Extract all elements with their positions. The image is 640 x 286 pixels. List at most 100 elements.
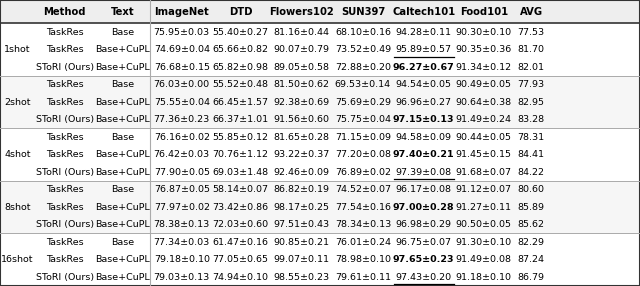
Text: 89.05±0.58: 89.05±0.58 (273, 63, 329, 72)
Text: 81.50±0.62: 81.50±0.62 (273, 80, 329, 89)
Text: 93.22±0.37: 93.22±0.37 (273, 150, 329, 159)
Text: Base: Base (111, 133, 134, 142)
Text: 91.49±0.24: 91.49±0.24 (456, 115, 512, 124)
Text: Base+CuPL: Base+CuPL (95, 45, 150, 54)
Text: 66.45±1.57: 66.45±1.57 (212, 98, 269, 107)
Text: 90.85±0.21: 90.85±0.21 (273, 238, 329, 247)
Text: 84.41: 84.41 (518, 150, 545, 159)
Text: 97.00±0.28: 97.00±0.28 (393, 203, 454, 212)
Text: 68.10±0.16: 68.10±0.16 (335, 28, 391, 37)
Text: 91.12±0.07: 91.12±0.07 (456, 185, 512, 194)
Text: 77.54±0.16: 77.54±0.16 (335, 203, 391, 212)
Text: 79.03±0.13: 79.03±0.13 (154, 273, 210, 282)
Text: 82.29: 82.29 (518, 238, 545, 247)
Text: 76.03±0.00: 76.03±0.00 (154, 80, 210, 89)
Text: 99.07±0.11: 99.07±0.11 (273, 255, 329, 264)
Text: TaskRes: TaskRes (46, 238, 83, 247)
Text: Base: Base (111, 238, 134, 247)
Text: 66.37±1.01: 66.37±1.01 (212, 115, 269, 124)
Text: 97.43±0.20: 97.43±0.20 (396, 273, 452, 282)
Text: 69.53±0.14: 69.53±0.14 (335, 80, 391, 89)
Text: 82.95: 82.95 (518, 98, 545, 107)
Text: 74.69±0.04: 74.69±0.04 (154, 45, 210, 54)
Text: 94.54±0.05: 94.54±0.05 (396, 80, 452, 89)
Text: 90.44±0.05: 90.44±0.05 (456, 133, 512, 142)
Text: 92.46±0.09: 92.46±0.09 (273, 168, 329, 177)
Text: 95.89±0.57: 95.89±0.57 (396, 45, 452, 54)
Text: 76.16±0.02: 76.16±0.02 (154, 133, 210, 142)
Text: Base+CuPL: Base+CuPL (95, 115, 150, 124)
Text: 16shot: 16shot (1, 255, 34, 264)
Text: 82.01: 82.01 (518, 63, 545, 72)
Text: 90.50±0.05: 90.50±0.05 (456, 220, 512, 229)
Text: 77.90±0.05: 77.90±0.05 (154, 168, 210, 177)
Text: SUN397: SUN397 (340, 7, 385, 17)
Text: 84.22: 84.22 (518, 168, 545, 177)
Text: Food101: Food101 (460, 7, 508, 17)
Text: 72.03±0.60: 72.03±0.60 (212, 220, 269, 229)
Text: 94.58±0.09: 94.58±0.09 (396, 133, 452, 142)
Text: Text: Text (111, 7, 134, 17)
Text: 81.70: 81.70 (518, 45, 545, 54)
Text: 77.36±0.23: 77.36±0.23 (154, 115, 210, 124)
Text: 96.27±0.67: 96.27±0.67 (393, 63, 454, 72)
Text: 90.35±0.36: 90.35±0.36 (456, 45, 512, 54)
Text: 78.34±0.13: 78.34±0.13 (335, 220, 391, 229)
Text: Base+CuPL: Base+CuPL (95, 168, 150, 177)
Text: TaskRes: TaskRes (46, 203, 83, 212)
Text: 73.52±0.49: 73.52±0.49 (335, 45, 391, 54)
Text: 96.17±0.08: 96.17±0.08 (396, 185, 452, 194)
Text: 72.88±0.20: 72.88±0.20 (335, 63, 391, 72)
Text: TaskRes: TaskRes (46, 133, 83, 142)
Text: Base+CuPL: Base+CuPL (95, 98, 150, 107)
Text: 61.47±0.16: 61.47±0.16 (212, 238, 269, 247)
Text: 97.15±0.13: 97.15±0.13 (393, 115, 454, 124)
Text: 96.75±0.07: 96.75±0.07 (396, 238, 452, 247)
Text: 97.65±0.23: 97.65±0.23 (393, 255, 454, 264)
Text: 79.61±0.11: 79.61±0.11 (335, 273, 391, 282)
Text: 77.20±0.08: 77.20±0.08 (335, 150, 391, 159)
Text: 96.96±0.27: 96.96±0.27 (396, 98, 452, 107)
Text: Base+CuPL: Base+CuPL (95, 220, 150, 229)
Bar (0, 128, 640, 181)
Bar (0, 23, 640, 76)
Text: ImageNet: ImageNet (154, 7, 209, 17)
Text: 75.69±0.29: 75.69±0.29 (335, 98, 391, 107)
Text: 75.75±0.04: 75.75±0.04 (335, 115, 391, 124)
Text: 81.16±0.44: 81.16±0.44 (273, 28, 329, 37)
Bar (0, 181, 640, 233)
Text: Base+CuPL: Base+CuPL (95, 63, 150, 72)
Text: TaskRes: TaskRes (46, 98, 83, 107)
Text: 91.34±0.12: 91.34±0.12 (456, 63, 512, 72)
Text: SToRI (Ours): SToRI (Ours) (36, 63, 93, 72)
Text: Base: Base (111, 80, 134, 89)
Text: 65.82±0.98: 65.82±0.98 (212, 63, 269, 72)
Text: 81.65±0.28: 81.65±0.28 (273, 133, 329, 142)
Text: Base: Base (111, 28, 134, 37)
Text: 79.18±0.10: 79.18±0.10 (154, 255, 210, 264)
Text: Base: Base (111, 185, 134, 194)
Text: 91.27±0.11: 91.27±0.11 (456, 203, 512, 212)
Text: TaskRes: TaskRes (46, 28, 83, 37)
Bar (0, 76, 640, 128)
Text: 73.42±0.86: 73.42±0.86 (212, 203, 269, 212)
Text: TaskRes: TaskRes (46, 255, 83, 264)
Text: TaskRes: TaskRes (46, 185, 83, 194)
Text: 78.98±0.10: 78.98±0.10 (335, 255, 391, 264)
Text: SToRI (Ours): SToRI (Ours) (36, 115, 93, 124)
Text: 2shot: 2shot (4, 98, 31, 107)
Text: 92.38±0.69: 92.38±0.69 (273, 98, 329, 107)
Text: 86.79: 86.79 (518, 273, 545, 282)
Text: 91.18±0.10: 91.18±0.10 (456, 273, 512, 282)
Text: 80.60: 80.60 (518, 185, 545, 194)
Text: 96.98±0.29: 96.98±0.29 (396, 220, 452, 229)
Text: TaskRes: TaskRes (46, 80, 83, 89)
Text: 77.97±0.02: 77.97±0.02 (154, 203, 210, 212)
Text: 76.42±0.03: 76.42±0.03 (154, 150, 210, 159)
Text: 78.31: 78.31 (518, 133, 545, 142)
Text: 55.52±0.48: 55.52±0.48 (212, 80, 269, 89)
Text: 87.24: 87.24 (518, 255, 545, 264)
Text: Base+CuPL: Base+CuPL (95, 255, 150, 264)
Text: AVG: AVG (520, 7, 543, 17)
Text: 91.30±0.10: 91.30±0.10 (456, 238, 512, 247)
